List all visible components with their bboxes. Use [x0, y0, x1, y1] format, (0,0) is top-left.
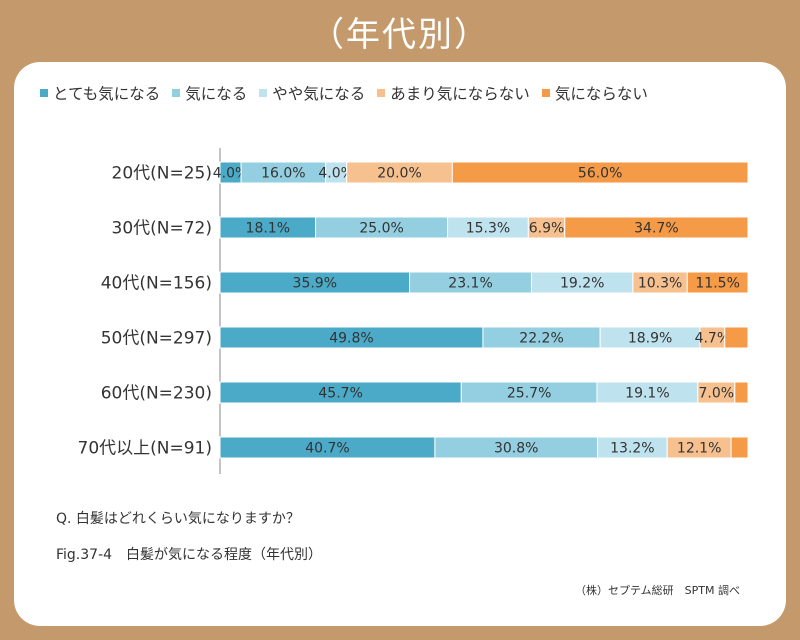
category-label: 50代(N=297) [101, 329, 212, 349]
data-label: 19.2% [560, 276, 604, 292]
data-label: 4.7% [695, 331, 731, 347]
data-label: 20.0% [377, 166, 421, 182]
bar-segment [451, 161, 749, 184]
data-label: 56.0% [578, 166, 622, 182]
data-label: 16.0% [261, 166, 305, 182]
chart-legend: とても気になる 気になる やや気になる あまり気にならない 気にならない [40, 82, 780, 104]
data-label: 19.1% [625, 386, 669, 402]
data-label: 18.1% [246, 221, 290, 237]
legend-item: とても気になる [40, 82, 160, 104]
data-label: 13.2% [610, 441, 654, 457]
data-label: 7.0% [699, 386, 735, 402]
data-label: 22.2% [519, 331, 563, 347]
legend-label: やや気になる [272, 85, 366, 103]
data-label: 25.7% [507, 386, 551, 402]
legend-swatch [172, 89, 181, 97]
data-label: 4.0% [213, 166, 249, 182]
data-label: 11.5% [695, 276, 739, 292]
data-label: 15.3% [466, 221, 510, 237]
data-label: 30.8% [494, 441, 538, 457]
data-label: 34.7% [634, 221, 678, 237]
banner-title: （年代別） [310, 14, 490, 55]
legend-label: あまり気にならない [390, 85, 530, 103]
legend-label: 気になる [185, 85, 248, 103]
legend-item: 気にならない [541, 82, 648, 104]
data-label: 18.9% [628, 331, 672, 347]
data-label: 12.1% [677, 441, 721, 457]
data-label: 4.0% [318, 166, 354, 182]
question-text: Q. 白髪はどれくらい気になりますか？ [56, 511, 300, 527]
bar-segment [734, 381, 749, 404]
legend-swatch [377, 89, 386, 97]
category-label: 20代(N=25) [112, 164, 213, 184]
category-label: 70代以上(N=91) [78, 439, 213, 459]
data-label: 25.0% [359, 221, 403, 237]
data-label: 10.3% [638, 276, 682, 292]
data-label: 6.9% [529, 221, 565, 237]
figure-caption: Fig.37-4 白髪が気になる程度（年代別） [56, 547, 323, 563]
bar-segment [564, 216, 749, 239]
legend-swatch [541, 89, 550, 97]
legend-item: 気になる [172, 82, 247, 104]
legend-swatch [40, 89, 48, 97]
category-label: 40代(N=156) [101, 274, 212, 294]
category-label: 60代(N=230) [101, 384, 212, 404]
legend-swatch [259, 89, 268, 97]
legend-label: とても気になる [53, 85, 161, 103]
data-label: 35.9% [293, 276, 337, 292]
data-label: 23.1% [448, 276, 492, 292]
bar-segment [686, 271, 749, 294]
data-label: 49.8% [329, 331, 373, 347]
bar-segment [724, 326, 749, 349]
bar-segment [730, 436, 749, 459]
data-label: 45.7% [318, 386, 362, 402]
legend-item: やや気になる [259, 82, 365, 104]
data-label: 40.7% [305, 441, 349, 457]
legend-label: 気にならない [554, 85, 648, 103]
source-credit: （株）セプテム総研 SPTM 調べ [575, 584, 740, 597]
category-label: 30代(N=72) [112, 219, 213, 239]
legend-item: あまり気にならない [377, 82, 530, 104]
